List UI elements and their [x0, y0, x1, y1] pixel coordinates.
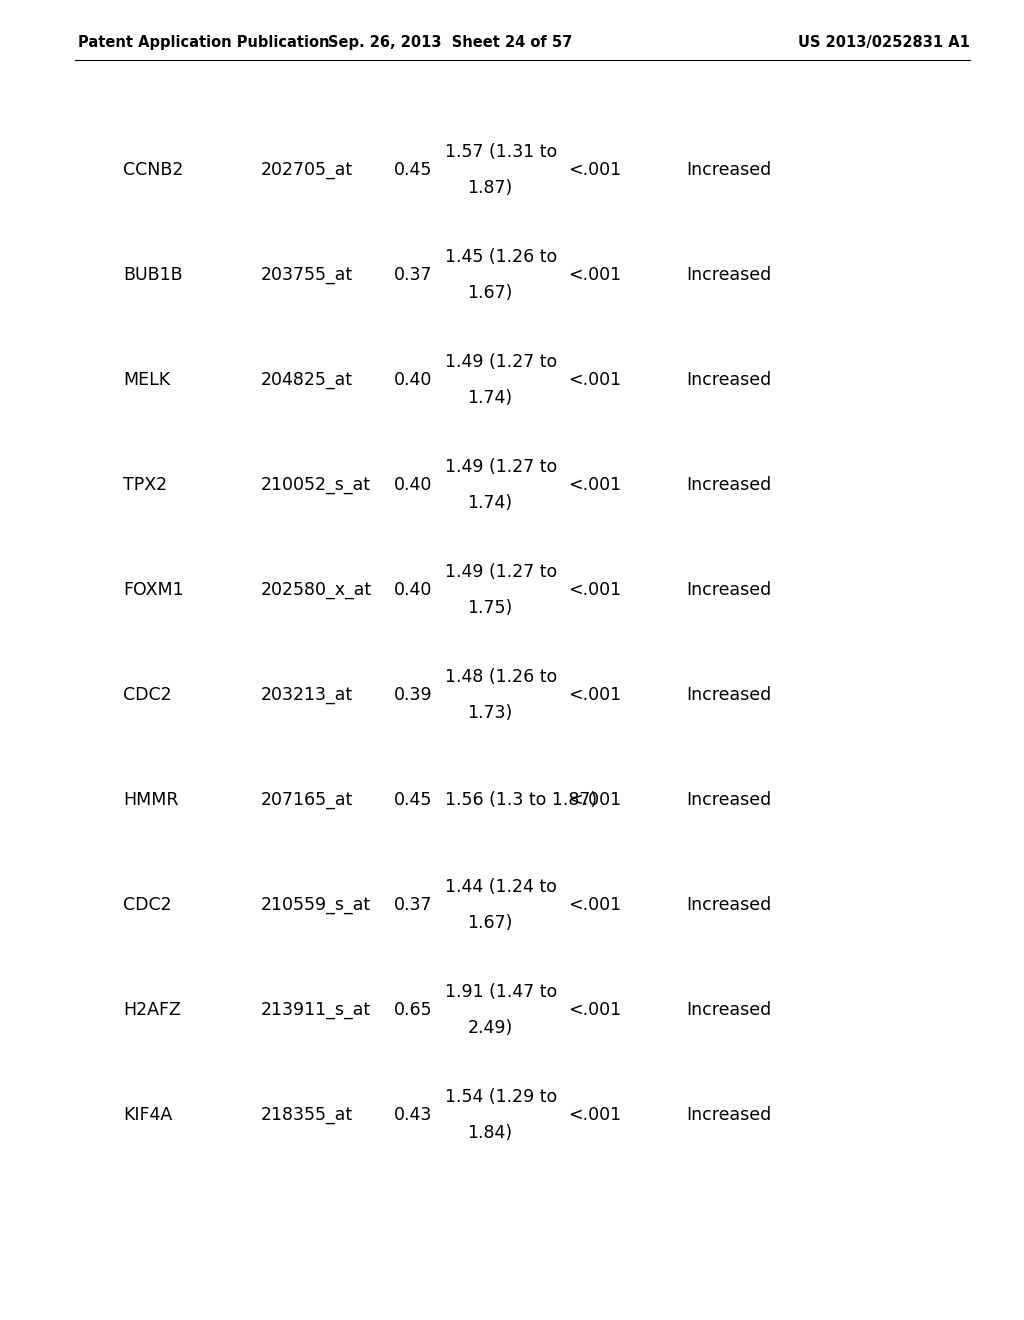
Text: <.001: <.001 — [568, 581, 622, 599]
Text: 0.45: 0.45 — [394, 161, 432, 180]
Text: US 2013/0252831 A1: US 2013/0252831 A1 — [798, 36, 970, 50]
Text: 1.84): 1.84) — [467, 1125, 513, 1142]
Text: FOXM1: FOXM1 — [123, 581, 183, 599]
Text: 204825_at: 204825_at — [261, 371, 353, 389]
Text: Patent Application Publication: Patent Application Publication — [78, 36, 330, 50]
Text: 1.57 (1.31 to: 1.57 (1.31 to — [445, 143, 558, 161]
Text: 0.40: 0.40 — [394, 477, 432, 494]
Text: 203755_at: 203755_at — [261, 267, 353, 284]
Text: 0.65: 0.65 — [394, 1001, 433, 1019]
Text: Increased: Increased — [686, 161, 771, 180]
Text: HMMR: HMMR — [123, 791, 178, 809]
Text: 0.40: 0.40 — [394, 581, 432, 599]
Text: H2AFZ: H2AFZ — [123, 1001, 181, 1019]
Text: 1.74): 1.74) — [467, 494, 513, 512]
Text: 1.91 (1.47 to: 1.91 (1.47 to — [445, 983, 558, 1001]
Text: CDC2: CDC2 — [123, 686, 171, 704]
Text: 1.48 (1.26 to: 1.48 (1.26 to — [445, 668, 558, 686]
Text: <.001: <.001 — [568, 686, 622, 704]
Text: TPX2: TPX2 — [123, 477, 167, 494]
Text: 1.49 (1.27 to: 1.49 (1.27 to — [445, 352, 558, 371]
Text: 0.39: 0.39 — [394, 686, 433, 704]
Text: Increased: Increased — [686, 581, 771, 599]
Text: 1.54 (1.29 to: 1.54 (1.29 to — [445, 1088, 558, 1106]
Text: <.001: <.001 — [568, 267, 622, 284]
Text: 203213_at: 203213_at — [261, 686, 353, 704]
Text: Increased: Increased — [686, 267, 771, 284]
Text: <.001: <.001 — [568, 791, 622, 809]
Text: Sep. 26, 2013  Sheet 24 of 57: Sep. 26, 2013 Sheet 24 of 57 — [328, 36, 572, 50]
Text: <.001: <.001 — [568, 896, 622, 913]
Text: KIF4A: KIF4A — [123, 1106, 172, 1125]
Text: 207165_at: 207165_at — [261, 791, 353, 809]
Text: 210559_s_at: 210559_s_at — [261, 896, 372, 913]
Text: 1.87): 1.87) — [467, 180, 513, 197]
Text: 202580_x_at: 202580_x_at — [261, 581, 373, 599]
Text: 1.49 (1.27 to: 1.49 (1.27 to — [445, 458, 558, 477]
Text: <.001: <.001 — [568, 371, 622, 389]
Text: 202705_at: 202705_at — [261, 161, 353, 180]
Text: 1.67): 1.67) — [467, 284, 513, 302]
Text: 1.56 (1.3 to 1.87): 1.56 (1.3 to 1.87) — [445, 791, 598, 809]
Text: 2.49): 2.49) — [467, 1019, 513, 1038]
Text: 0.37: 0.37 — [394, 896, 433, 913]
Text: 1.74): 1.74) — [467, 389, 513, 407]
Text: 213911_s_at: 213911_s_at — [261, 1001, 372, 1019]
Text: Increased: Increased — [686, 1001, 771, 1019]
Text: Increased: Increased — [686, 1106, 771, 1125]
Text: 1.44 (1.24 to: 1.44 (1.24 to — [445, 878, 557, 896]
Text: Increased: Increased — [686, 686, 771, 704]
Text: CCNB2: CCNB2 — [123, 161, 183, 180]
Text: 1.67): 1.67) — [467, 913, 513, 932]
Text: Increased: Increased — [686, 791, 771, 809]
Text: 0.43: 0.43 — [394, 1106, 432, 1125]
Text: Increased: Increased — [686, 896, 771, 913]
Text: Increased: Increased — [686, 477, 771, 494]
Text: 0.40: 0.40 — [394, 371, 432, 389]
Text: CDC2: CDC2 — [123, 896, 171, 913]
Text: Increased: Increased — [686, 371, 771, 389]
Text: 210052_s_at: 210052_s_at — [261, 477, 371, 494]
Text: 1.75): 1.75) — [467, 599, 513, 616]
Text: <.001: <.001 — [568, 1001, 622, 1019]
Text: MELK: MELK — [123, 371, 170, 389]
Text: 218355_at: 218355_at — [261, 1106, 353, 1125]
Text: 1.49 (1.27 to: 1.49 (1.27 to — [445, 564, 558, 581]
Text: <.001: <.001 — [568, 1106, 622, 1125]
Text: 0.45: 0.45 — [394, 791, 432, 809]
Text: <.001: <.001 — [568, 161, 622, 180]
Text: 1.45 (1.26 to: 1.45 (1.26 to — [445, 248, 558, 267]
Text: BUB1B: BUB1B — [123, 267, 182, 284]
Text: 1.73): 1.73) — [467, 704, 513, 722]
Text: <.001: <.001 — [568, 477, 622, 494]
Text: 0.37: 0.37 — [394, 267, 433, 284]
